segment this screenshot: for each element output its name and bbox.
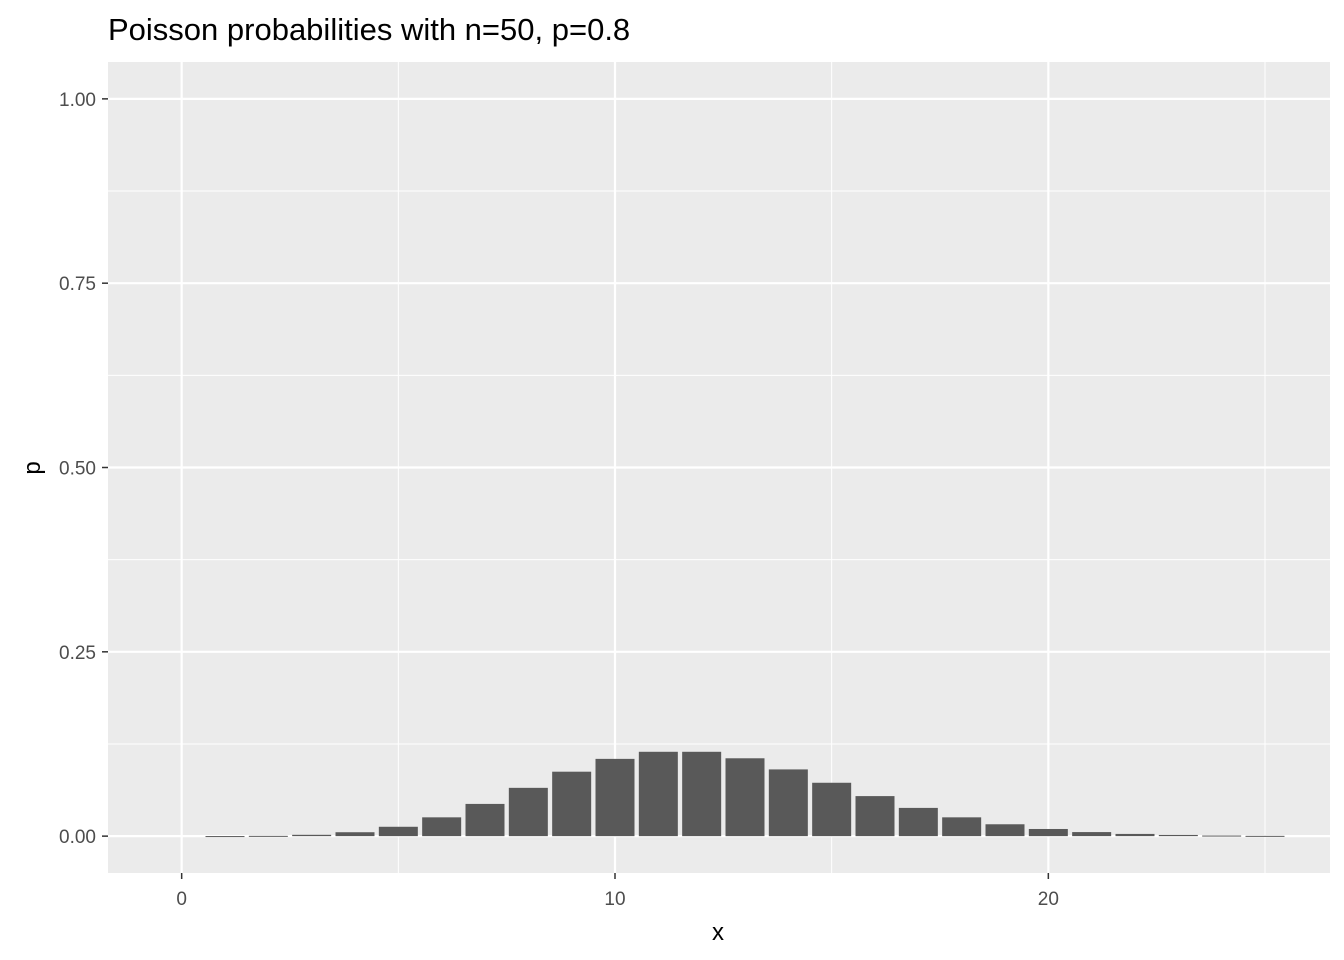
y-tick-label: 1.00 <box>59 90 96 111</box>
bar <box>335 832 375 837</box>
bar <box>638 751 678 837</box>
x-tick-label: 0 <box>176 889 187 910</box>
bar <box>812 782 852 837</box>
bar <box>552 771 592 837</box>
bar <box>595 758 635 837</box>
y-axis-title: p <box>19 461 46 474</box>
bar <box>378 826 418 837</box>
y-tick-label: 0.25 <box>59 643 96 664</box>
y-tick-label: 0.75 <box>59 274 96 295</box>
bar <box>1245 835 1285 837</box>
bar <box>1072 832 1112 837</box>
bar <box>422 817 462 837</box>
x-tick-label: 10 <box>604 889 625 910</box>
bar <box>898 807 938 837</box>
y-axis: 0.00 0.25 0.50 0.75 1.00 <box>59 90 108 848</box>
x-axis-title: x <box>712 919 724 946</box>
bar <box>205 836 245 838</box>
y-tick-label: 0.00 <box>59 827 96 848</box>
bar <box>292 834 332 837</box>
bar <box>1028 828 1068 837</box>
bar <box>1202 835 1242 837</box>
bar <box>985 824 1025 837</box>
bar <box>1158 834 1198 837</box>
bar <box>768 769 808 837</box>
x-tick-label: 20 <box>1038 889 1059 910</box>
bar <box>855 796 895 837</box>
bar <box>465 803 505 837</box>
bar <box>725 758 765 837</box>
chart-title: Poisson probabilities with n=50, p=0.8 <box>108 12 630 47</box>
y-tick-label: 0.50 <box>59 459 96 480</box>
x-axis: 0 10 20 <box>176 873 1059 910</box>
bar <box>248 835 288 837</box>
bars <box>205 751 1285 838</box>
bar <box>682 751 722 837</box>
bar <box>508 787 548 837</box>
bar <box>942 817 982 837</box>
bar <box>1115 833 1155 837</box>
